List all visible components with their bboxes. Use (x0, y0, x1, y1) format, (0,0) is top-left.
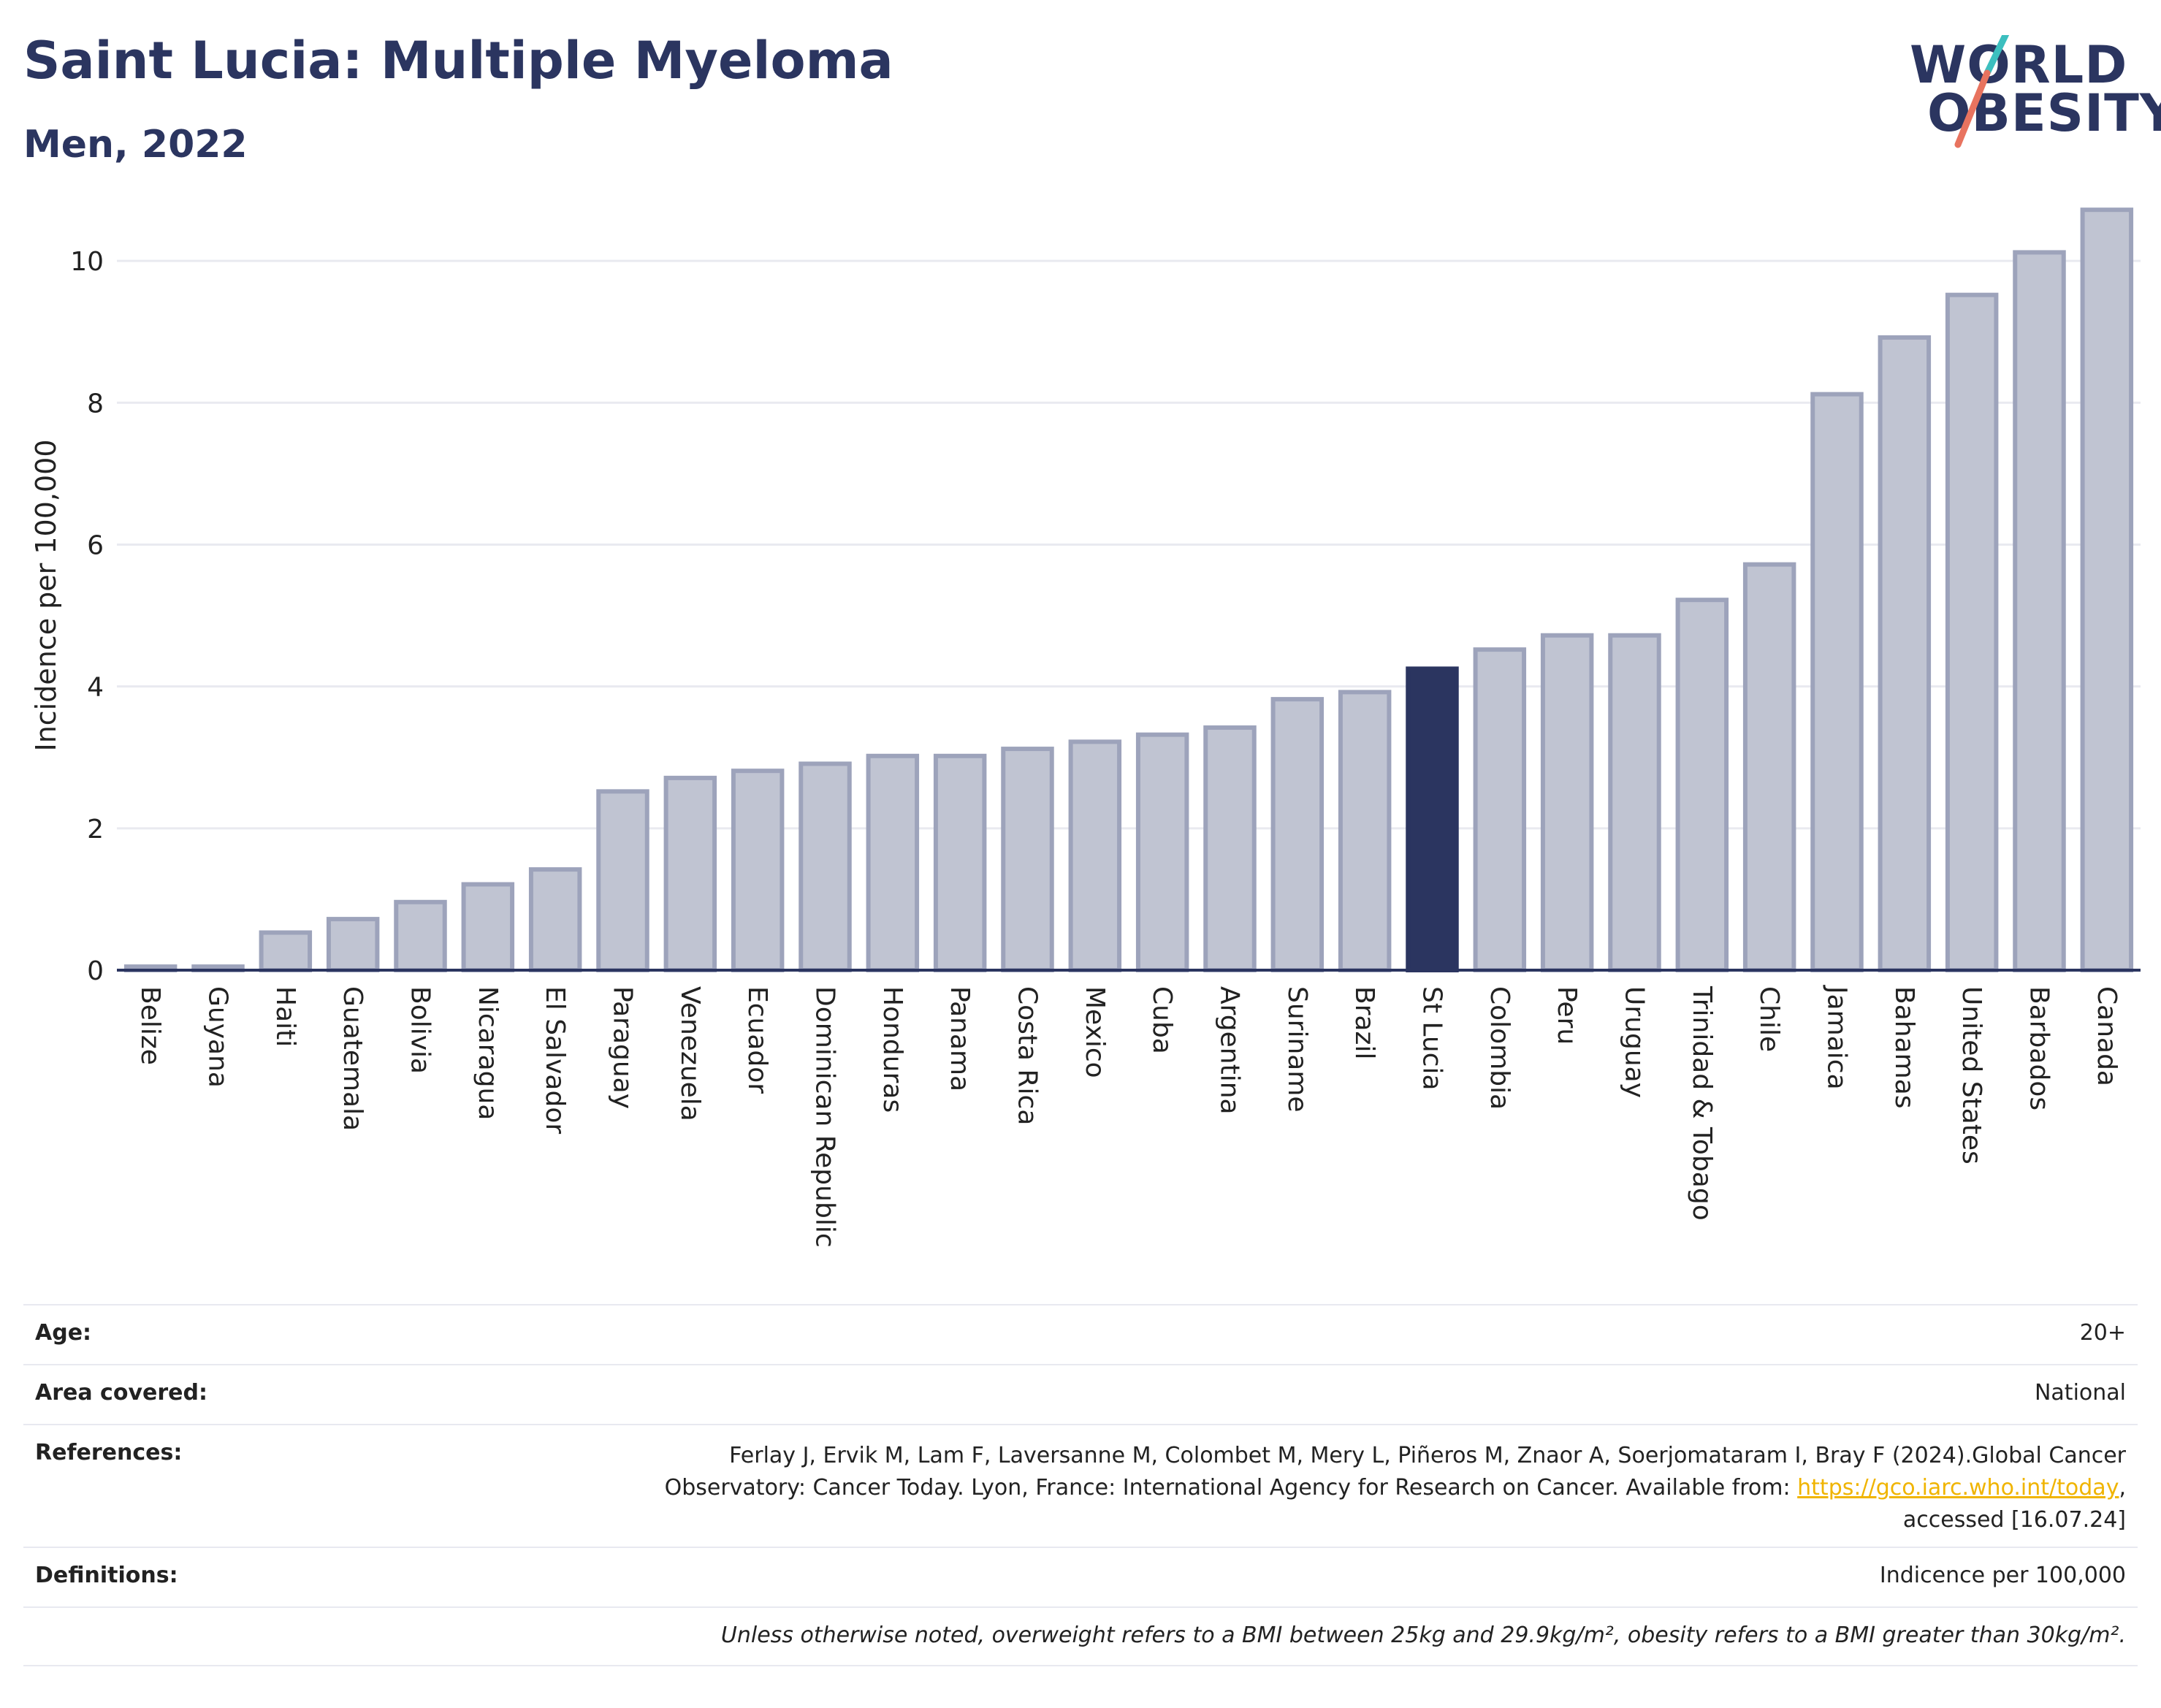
x-tick-label: Peru (1552, 986, 1582, 1045)
bar-chart: 0 2 4 6 8 10 Belize Guyana Haiti Guatemala Bolivia… (30, 207, 2141, 1248)
bars (123, 207, 2134, 973)
area-value: National (2034, 1380, 2126, 1406)
bar-chile (1742, 562, 1796, 972)
bar-united-states (1945, 292, 1999, 973)
bar-trinidad-tobago (1675, 598, 1729, 972)
x-tick-label: Jamaica (1822, 985, 1852, 1090)
bar-colombia (1473, 647, 1527, 973)
x-tick-label: Panama (945, 986, 975, 1091)
definitions-label: Definitions: (35, 1563, 178, 1588)
x-tick-label: Guatemala (338, 986, 367, 1131)
logo-text-obesity: OBESITY (1927, 83, 2161, 143)
references-label: References: (35, 1440, 183, 1465)
page-title: Saint Lucia: Multiple Myeloma (23, 31, 893, 91)
x-tick-label: United States (1956, 986, 1986, 1164)
x-tick-label: Honduras (877, 986, 907, 1113)
grid-lines (117, 259, 2141, 830)
x-tick-label: Chile (1754, 986, 1784, 1052)
definitions-value: Indicence per 100,000 (1879, 1563, 2126, 1588)
x-tick-label: Mexico (1080, 986, 1110, 1078)
reference-link[interactable]: https://gco.iarc.who.int/today (1797, 1475, 2119, 1501)
bar-haiti (259, 930, 313, 973)
info-row-age: Age: 20+ (23, 1304, 2138, 1364)
bar-honduras (866, 753, 920, 972)
bar-canada (2080, 207, 2134, 973)
info-row-references: References: Ferlay J, Ervik M, Lam F, La… (23, 1424, 2138, 1547)
x-tick-label: Suriname (1282, 986, 1312, 1113)
x-tick-label: Trinidad & Tobago (1687, 985, 1717, 1221)
x-tick-label: Dominican Republic (810, 986, 840, 1248)
bar-nicaragua (461, 882, 515, 973)
x-tick-label: Colombia (1485, 986, 1514, 1110)
x-tick-label: Venezuela (675, 986, 705, 1121)
y-tick-label: 2 (87, 815, 104, 845)
bar-bahamas (1878, 335, 1932, 972)
x-tick-label: Haiti (270, 986, 300, 1047)
bmi-note: Unless otherwise noted, overweight refer… (720, 1623, 2126, 1648)
logo-text-world: WORLD (1910, 35, 2128, 95)
logo-slash-icon (1954, 35, 2010, 148)
x-tick-label: Argentina (1215, 986, 1245, 1115)
bar-panama (933, 753, 987, 972)
age-value: 20+ (2079, 1320, 2126, 1346)
x-tick-label: Costa Rica (1013, 986, 1043, 1125)
y-axis-label: Incidence per 100,000 (30, 439, 62, 751)
info-row-definitions: Definitions: Indicence per 100,000 (23, 1547, 2138, 1606)
references-value: Ferlay J, Ervik M, Lam F, Laversanne M, … (664, 1443, 2126, 1533)
bar-peru (1540, 633, 1594, 972)
y-tick-label: 4 (87, 673, 104, 703)
x-tick-label: Paraguay (608, 986, 638, 1109)
bar-ecuador (731, 769, 785, 972)
bar-bolivia (394, 899, 447, 972)
y-tick-label: 0 (87, 956, 104, 986)
x-tick-label: Canada (2092, 986, 2122, 1086)
x-tick-label: Cuba (1147, 986, 1177, 1054)
bar-dominican-republic (799, 761, 852, 972)
page-subtitle: Men, 2022 (23, 123, 248, 167)
x-tick-label: Brazil (1349, 986, 1379, 1059)
world-obesity-logo: WORLD OBESITY (1907, 35, 2161, 159)
x-tick-label: Bahamas (1889, 986, 1919, 1109)
info-table: Age: 20+ Area covered: National Referenc… (23, 1304, 2138, 1666)
x-tick-label: Nicaragua (473, 986, 503, 1120)
reference-text-3: accessed [16.07.24] (1902, 1507, 2126, 1533)
reference-text-2: Observatory: Cancer Today. Lyon, France:… (664, 1475, 1791, 1501)
y-tick-label: 8 (87, 389, 104, 419)
bar-costa-rica (1001, 747, 1054, 973)
x-tick-label: Bolivia (405, 986, 435, 1074)
age-label: Age: (35, 1320, 92, 1346)
x-tick-label: St Lucia (1417, 986, 1447, 1091)
y-tick-label: 10 (70, 247, 104, 277)
bar-paraguay (596, 789, 649, 973)
axes: 0 2 4 6 8 10 Belize Guyana Haiti Guatemala Bolivia… (70, 247, 2141, 1248)
bar-suriname (1270, 697, 1325, 972)
x-tick-label: Belize (135, 986, 165, 1065)
bar-st-lucia (1406, 666, 1459, 972)
bar-venezuela (663, 775, 717, 973)
x-tick-label: El Salvador (540, 986, 570, 1134)
reference-text-1: Ferlay J, Ervik M, Lam F, Laversanne M, … (729, 1443, 2126, 1468)
bar-brazil (1338, 690, 1392, 972)
x-tick-label: Guyana (203, 986, 233, 1088)
x-tick-label: Barbados (2024, 986, 2054, 1110)
bar-argentina (1203, 725, 1257, 972)
bar-mexico (1068, 739, 1122, 972)
x-tick-label: Ecuador (742, 986, 772, 1094)
bar-uruguay (1608, 633, 1661, 972)
bar-guatemala (326, 917, 380, 973)
area-label: Area covered: (35, 1380, 207, 1406)
info-row-note: Unless otherwise noted, overweight refer… (23, 1606, 2138, 1666)
bar-cuba (1135, 732, 1189, 973)
y-tick-label: 6 (87, 530, 104, 560)
x-tick-label: Uruguay (1620, 986, 1650, 1098)
bar-jamaica (1810, 392, 1864, 972)
bar-el-salvador (528, 867, 582, 972)
info-row-area: Area covered: National (23, 1364, 2138, 1424)
bar-barbados (2013, 250, 2066, 972)
